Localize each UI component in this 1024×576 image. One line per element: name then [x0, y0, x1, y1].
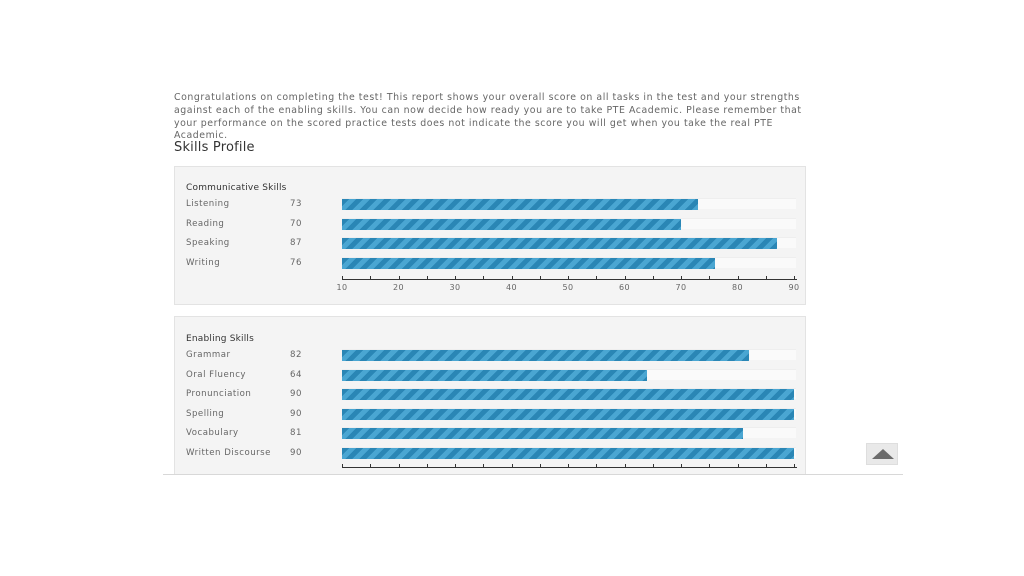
axis-tick: [765, 464, 767, 468]
bar-track: [342, 198, 796, 210]
axis-line: [342, 279, 797, 280]
axis-tick: [342, 276, 343, 280]
axis-tick: [568, 276, 569, 280]
skill-label: Spelling: [186, 408, 225, 419]
axis-tick: [539, 276, 541, 280]
axis-tick: [426, 276, 428, 280]
tick-label: 30: [449, 283, 461, 292]
score-bar: [342, 408, 794, 420]
section-title: Skills Profile: [174, 140, 255, 155]
axis-tick: [483, 464, 485, 468]
skill-score: 73: [290, 199, 302, 209]
skill-label: Speaking: [186, 238, 230, 248]
bar-track: [342, 256, 796, 269]
axis-tick: [539, 464, 541, 468]
panel-title: Communicative Skills: [186, 183, 287, 193]
axis-tick: [624, 276, 626, 280]
bar-track: [342, 446, 796, 459]
axis-tick: [370, 276, 372, 280]
score-bar: [342, 389, 794, 400]
tick-label: 40: [506, 283, 517, 292]
axis-tick: [681, 276, 682, 280]
score-bar: [342, 447, 794, 459]
axis-tick: [652, 276, 654, 280]
x-axis: 10 20 30 40 50 60 70 80 90: [337, 275, 800, 292]
bar-track: [342, 407, 796, 420]
score-bar: [342, 428, 744, 439]
axis-tick: [455, 464, 456, 468]
tick-label: 80: [732, 283, 743, 292]
score-bar: [342, 238, 778, 249]
skill-score: 81: [290, 428, 302, 438]
axis-tick: [709, 276, 711, 280]
skill-score: 70: [290, 218, 302, 229]
axis-tick: [624, 464, 626, 468]
axis-tick: [483, 276, 485, 280]
skill-score: 82: [290, 350, 302, 360]
axis-tick: [737, 276, 739, 280]
axis-tick: [370, 464, 372, 468]
axis-line: [342, 467, 797, 468]
axis-tick: [511, 276, 513, 280]
intro-text: Congratulations on completing the test! …: [174, 92, 802, 142]
bar-track: [342, 237, 796, 249]
score-bar: [342, 350, 749, 361]
tick-label: 60: [619, 283, 630, 292]
communicative-skills-panel: Communicative Skills Listening 73 Reading 7…: [174, 166, 806, 305]
axis-tick: [596, 464, 598, 468]
skill-score: 76: [290, 257, 302, 268]
axis-tick: [426, 464, 428, 468]
axis-tick: [342, 464, 343, 468]
panel-title: Enabling Skills: [186, 334, 255, 344]
axis-tick: [652, 464, 654, 468]
score-bar: [342, 369, 648, 381]
axis-tick: [455, 276, 456, 280]
skill-label: Reading: [186, 218, 225, 229]
skill-label: Written Discourse: [186, 447, 271, 458]
skill-label: Vocabulary: [186, 428, 239, 438]
axis-tick: [737, 464, 739, 468]
skill-label: Grammar: [186, 350, 231, 360]
axis-tick: [398, 276, 400, 280]
skill-score: 90: [290, 447, 302, 458]
x-axis: [342, 463, 797, 477]
skill-label: Oral Fluency: [186, 369, 247, 380]
bar-track: [342, 368, 796, 381]
axis-tick: [765, 276, 767, 280]
tick-label: 90: [788, 283, 800, 292]
skill-label: Pronunciation: [186, 389, 252, 399]
axis-tick: [794, 464, 795, 468]
enabling-skills-panel: Enabling Skills Grammar 82 Oral Fluency 64 P…: [174, 316, 806, 474]
axis-tick: [709, 464, 711, 468]
skill-score: 90: [290, 408, 302, 419]
score-bar: [342, 218, 681, 230]
score-bar: [342, 199, 698, 210]
score-bar: [342, 257, 715, 269]
bar-track: [342, 427, 796, 439]
bar-track: [342, 388, 796, 400]
bar-track: [342, 349, 796, 361]
skill-label: Listening: [186, 199, 230, 209]
tick-label: 70: [675, 283, 687, 292]
tick-label: 50: [562, 283, 574, 292]
axis-tick: [794, 276, 795, 280]
bottom-divider: [163, 474, 903, 475]
axis-tick: [568, 464, 569, 468]
triangle-up-icon: [872, 449, 894, 459]
axis-tick: [596, 276, 598, 280]
skill-score: 90: [290, 389, 302, 399]
axis-tick: [681, 464, 682, 468]
axis-tick: [511, 464, 513, 468]
tick-label: 20: [393, 283, 404, 292]
scroll-to-top-button[interactable]: [866, 443, 898, 465]
tick-label: 10: [336, 283, 348, 292]
skill-score: 64: [290, 369, 302, 380]
bar-track: [342, 217, 796, 230]
skill-label: Writing: [186, 257, 221, 268]
skill-score: 87: [290, 238, 302, 248]
axis-tick: [398, 464, 400, 468]
